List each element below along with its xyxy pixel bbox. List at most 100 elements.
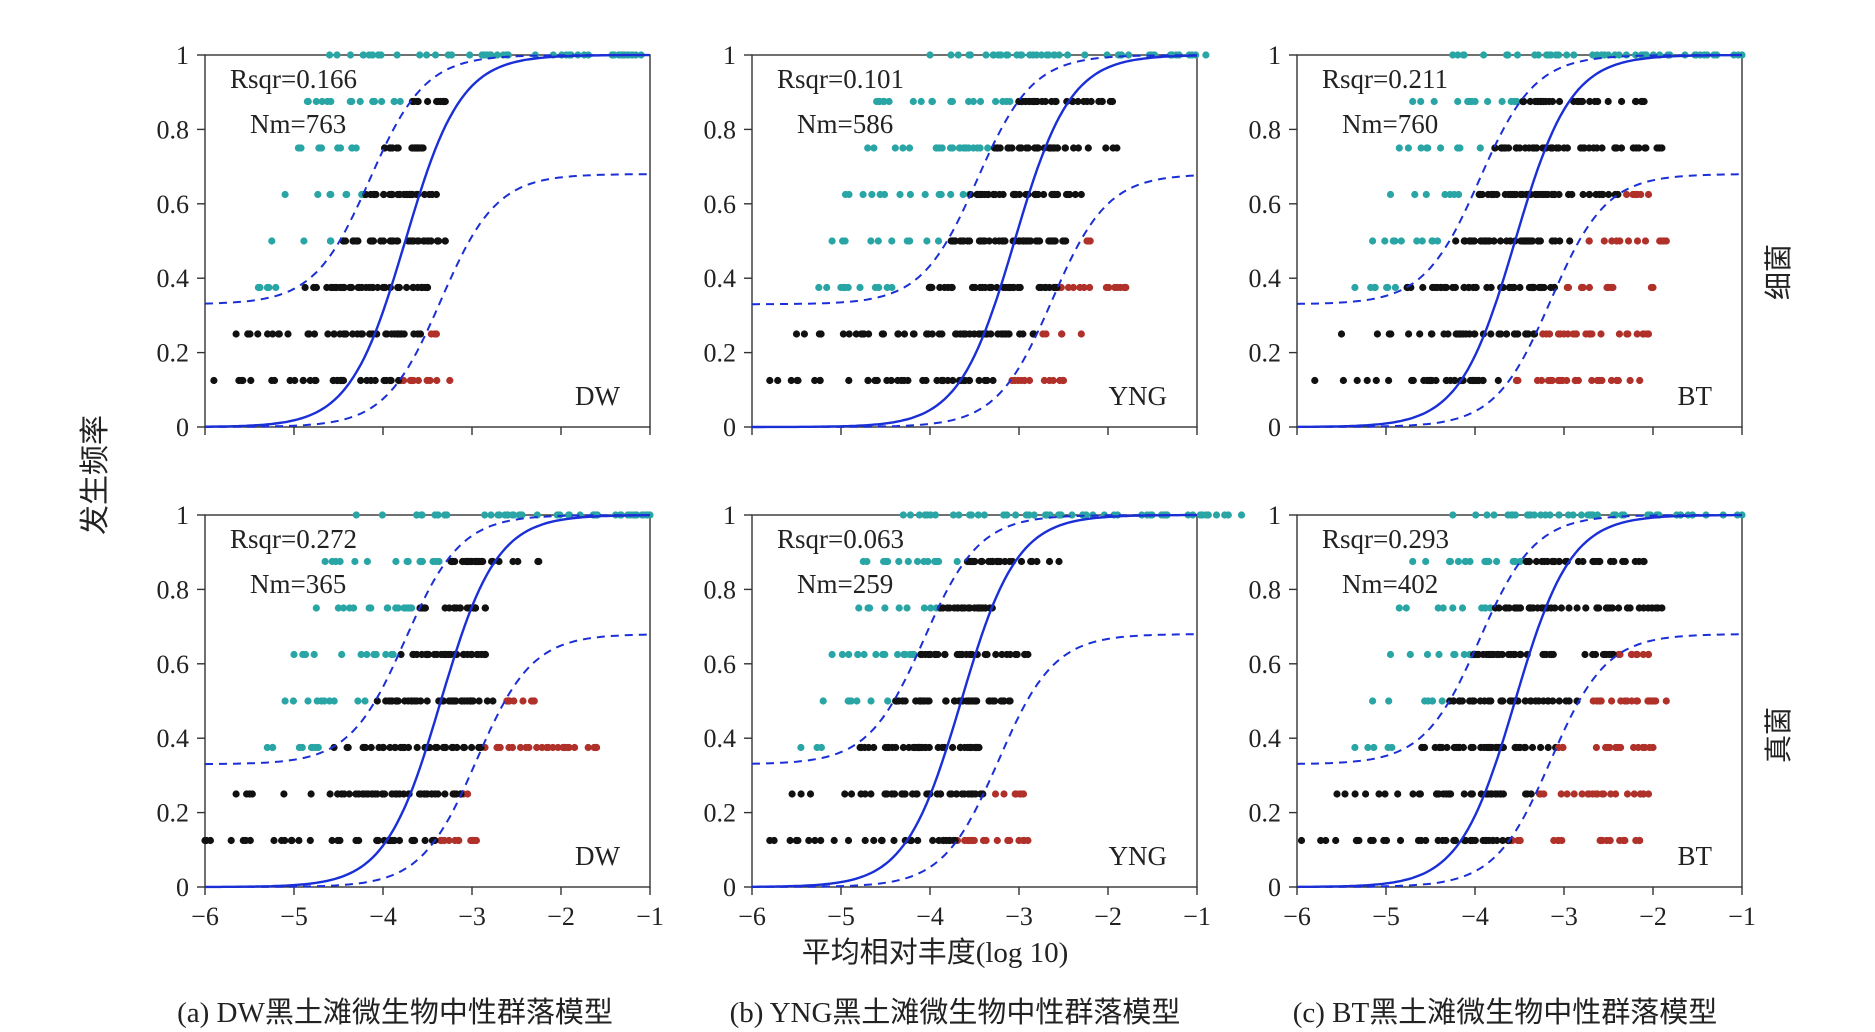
above-prediction-point (1437, 144, 1445, 152)
above-prediction-point (389, 650, 397, 659)
neutral-point (1005, 697, 1013, 705)
below-prediction-point (1015, 836, 1023, 845)
neutral-point (1467, 790, 1475, 798)
neutral-point (481, 604, 489, 612)
neutral-point (1503, 330, 1511, 338)
above-prediction-point (1546, 511, 1554, 519)
above-prediction-point (896, 190, 904, 199)
neutral-point (925, 697, 933, 705)
above-prediction-point (1435, 650, 1443, 659)
neutral-point (935, 330, 943, 338)
below-prediction-point (527, 697, 536, 705)
neutral-point (1070, 144, 1078, 152)
neutral-point (830, 836, 838, 845)
neutral-point (348, 283, 356, 292)
neutral-point (1428, 330, 1436, 338)
x-tick-label: −3 (1005, 902, 1033, 931)
above-prediction-point (913, 557, 922, 566)
x-tick-label: −4 (916, 902, 944, 931)
neutral-point (1578, 97, 1587, 106)
neutral-point (1027, 557, 1035, 566)
above-prediction-point (1003, 511, 1011, 519)
neutral-point (1419, 283, 1427, 292)
neutral-point (1102, 144, 1110, 152)
neutral-point (951, 237, 959, 245)
neutral-point (1016, 237, 1024, 245)
neutral-point (1579, 190, 1587, 199)
below-prediction-point (510, 697, 518, 705)
scatter-points (766, 511, 1246, 845)
x-tick-label: −5 (827, 902, 855, 931)
neutral-point (280, 790, 288, 798)
y-tick-label: 0.6 (1249, 190, 1282, 219)
above-prediction-point (487, 511, 495, 519)
neutral-point (1565, 604, 1573, 612)
neutral-point (883, 376, 891, 385)
above-prediction-point (888, 237, 896, 245)
below-prediction-point (533, 743, 541, 752)
above-prediction-point (1381, 237, 1389, 245)
above-prediction-point (1002, 97, 1011, 106)
above-prediction-point (1054, 511, 1063, 519)
above-prediction-point (903, 604, 911, 612)
neutral-point (1504, 650, 1513, 659)
lower-ci-line (752, 174, 1198, 428)
neutral-point (310, 330, 319, 338)
below-prediction-point (1644, 697, 1652, 705)
below-prediction-point (1059, 376, 1067, 385)
below-prediction-point (1000, 790, 1008, 798)
neutral-point (1493, 650, 1501, 659)
neutral-point (988, 283, 996, 292)
neutral-point (459, 743, 468, 752)
neutral-point (1450, 376, 1459, 385)
neutral-point (458, 557, 467, 566)
neutral-point (1061, 144, 1069, 152)
y-tick-label: 0.2 (1249, 799, 1282, 828)
neutral-point (800, 330, 809, 338)
neutral-point (1297, 836, 1306, 845)
above-prediction-point (318, 97, 326, 106)
neutral-point (1655, 144, 1663, 152)
neutral-point (953, 330, 961, 338)
neutral-point (1468, 376, 1477, 385)
below-prediction-point (1086, 283, 1094, 292)
row-label-fungi: 真菌 (1763, 707, 1795, 763)
above-prediction-point (354, 697, 362, 705)
neutral-point (1496, 237, 1505, 245)
above-prediction-point (906, 190, 915, 199)
neutral-point (1456, 697, 1464, 705)
above-prediction-point (1537, 511, 1545, 519)
chart-panel-bt-bacteria: 0 0.2 0.4 0.6 0.8 1 Rsqr=0.211 Nm=760 BT (1249, 41, 1746, 442)
neutral-point (1519, 97, 1527, 106)
neutral-point (952, 790, 960, 798)
x-tick-label: −5 (1372, 902, 1400, 931)
above-prediction-point (466, 51, 474, 59)
neutral-point (870, 743, 878, 752)
row-label-bacteria: 细菌 (1763, 244, 1795, 300)
above-prediction-point (932, 144, 940, 152)
neutral-point (232, 790, 240, 798)
above-prediction-point (867, 697, 875, 705)
neutral-point (929, 836, 937, 845)
above-prediction-point (423, 51, 431, 59)
above-prediction-point (1513, 97, 1521, 106)
above-prediction-point (844, 283, 852, 292)
neutral-point (1433, 790, 1441, 798)
neutral-point (861, 836, 869, 845)
neutral-point (1467, 743, 1475, 752)
neutral-point (1640, 604, 1648, 612)
above-prediction-point (828, 237, 836, 245)
x-tick-label: −5 (280, 902, 308, 931)
y-tick-label: 0.2 (704, 339, 737, 368)
neutral-point (1416, 330, 1424, 338)
above-prediction-point (334, 144, 342, 152)
below-prediction-point (1633, 330, 1641, 338)
neutral-point (962, 330, 970, 338)
neutral-point (291, 376, 299, 385)
above-prediction-point (888, 283, 896, 292)
neutral-point (423, 697, 431, 705)
above-prediction-point (1588, 511, 1596, 519)
neutral-point (950, 604, 958, 612)
neutral-point (467, 650, 475, 659)
neutral-point (424, 237, 432, 245)
